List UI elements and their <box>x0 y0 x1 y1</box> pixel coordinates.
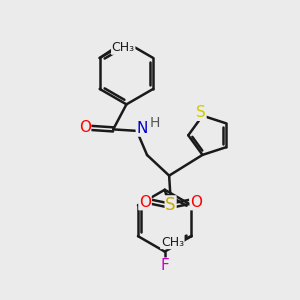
Text: H: H <box>150 116 160 130</box>
Text: O: O <box>190 195 202 210</box>
Text: O: O <box>79 120 91 135</box>
Text: N: N <box>136 121 148 136</box>
Text: S: S <box>196 105 206 120</box>
Text: O: O <box>139 195 151 210</box>
Text: CH₃: CH₃ <box>161 236 184 248</box>
Text: S: S <box>165 196 176 214</box>
Text: CH₃: CH₃ <box>112 41 135 54</box>
Text: F: F <box>160 258 169 273</box>
